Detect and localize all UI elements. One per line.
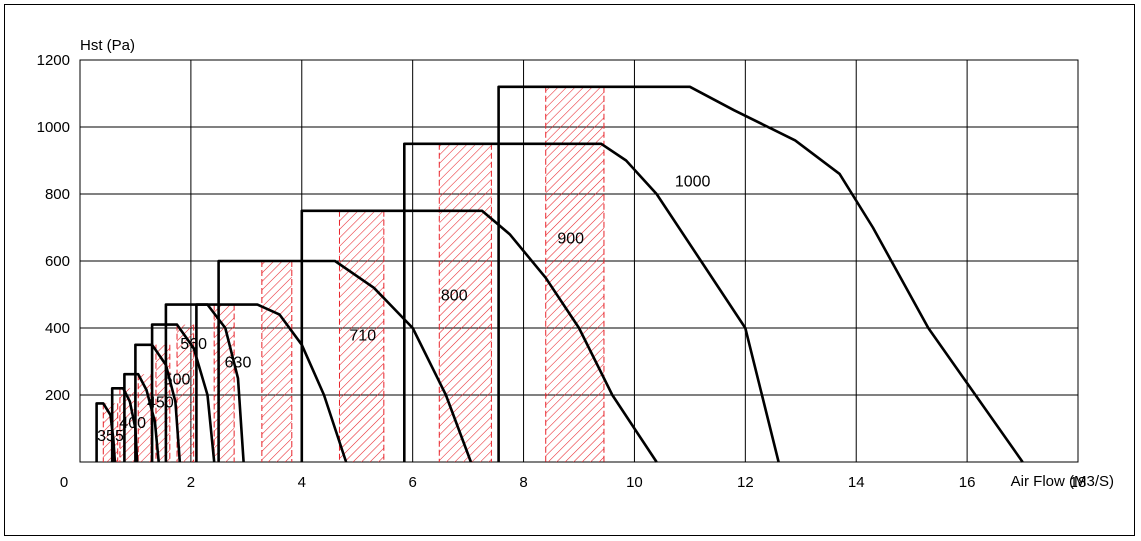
curve-label-500: 500 xyxy=(164,371,191,388)
y-tick-label: 1200 xyxy=(37,52,70,69)
x-tick-label: 4 xyxy=(298,474,306,491)
hatched-region xyxy=(177,324,194,462)
x-tick-label: 14 xyxy=(848,474,865,491)
curve-label-630: 630 xyxy=(225,355,252,372)
curve-label-400: 400 xyxy=(119,415,146,432)
curve-label-450: 450 xyxy=(147,395,174,412)
x-tick-label: 2 xyxy=(187,474,195,491)
curve-560 xyxy=(150,323,216,463)
x-tick-label: 12 xyxy=(737,474,754,491)
hatched-region xyxy=(545,86,604,463)
hatched-region xyxy=(261,261,292,462)
y-tick-label: 800 xyxy=(45,186,70,203)
curve-800 xyxy=(217,259,473,463)
curve-label-800: 800 xyxy=(441,288,468,305)
y-tick-label: 400 xyxy=(45,320,70,337)
x-tick-label: 16 xyxy=(959,474,976,491)
curve-500 xyxy=(134,343,182,463)
curve-label-900: 900 xyxy=(557,231,584,248)
curve-label-1000: 1000 xyxy=(675,174,711,191)
hatched-region xyxy=(339,210,384,462)
y-tick-label: 1000 xyxy=(37,119,70,136)
chart-frame xyxy=(4,4,1135,536)
curve-1000 xyxy=(403,142,780,463)
x-axis-label: Air Flow (M3/S) xyxy=(1011,473,1114,490)
curve-unlabeled xyxy=(497,85,1024,463)
hatched-regions xyxy=(102,86,605,463)
hatched-region xyxy=(439,143,492,462)
x-tick-label: 8 xyxy=(519,474,527,491)
y-tick-label: 600 xyxy=(45,253,70,270)
y-axis-label: Hst (Pa) xyxy=(80,37,135,54)
x-tick-label: 6 xyxy=(408,474,416,491)
performance-curves xyxy=(95,85,1024,463)
tick-labels: 0 2 4 6 8 10 12 14 16 18 200 400 600 800 1000 1200 xyxy=(37,52,1087,491)
curve-label-710: 710 xyxy=(349,328,376,345)
x-tick-label: 18 xyxy=(1070,474,1087,491)
y-tick-label: 200 xyxy=(45,387,70,404)
curve-355 xyxy=(95,402,117,463)
x-tick-label: 10 xyxy=(626,474,643,491)
curve-label-560: 560 xyxy=(180,336,207,353)
x-tick-label: 0 xyxy=(60,474,68,491)
curve-label-355: 355 xyxy=(97,428,124,445)
curve-630 xyxy=(164,303,245,463)
curve-450 xyxy=(123,372,160,463)
curve-900 xyxy=(300,209,658,463)
curve-710 xyxy=(195,303,348,463)
